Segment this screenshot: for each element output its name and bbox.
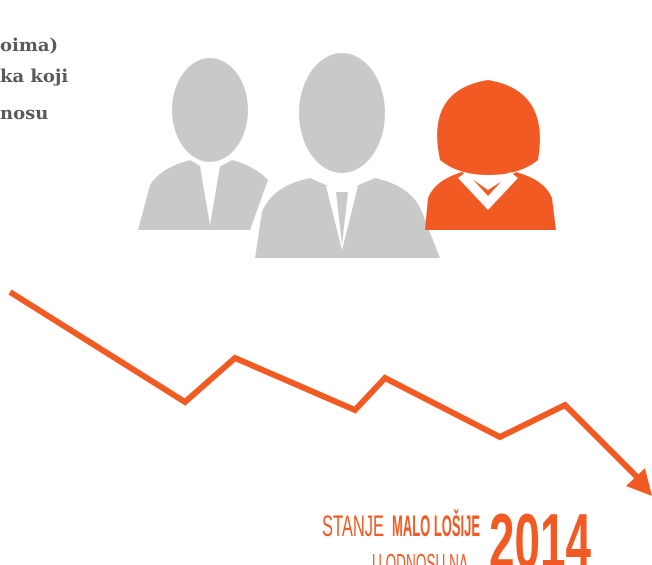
caption-emphasis: MALO LOŠIJE [392,509,480,543]
intro-line: oima) [0,35,58,56]
person-icon [425,80,556,230]
tie [336,192,348,245]
intro-line: ka koji [0,66,68,87]
shirt [200,166,220,225]
caption-prefix: STANJE [322,510,384,543]
collar [458,172,518,210]
trend-line [8,289,643,483]
caption-suffix: U ODNOSU NA [372,548,468,565]
intro-line: nosu [0,103,48,124]
person-icon [138,58,268,230]
arrow-head [626,468,652,496]
caption-year: 2014 [489,497,591,565]
